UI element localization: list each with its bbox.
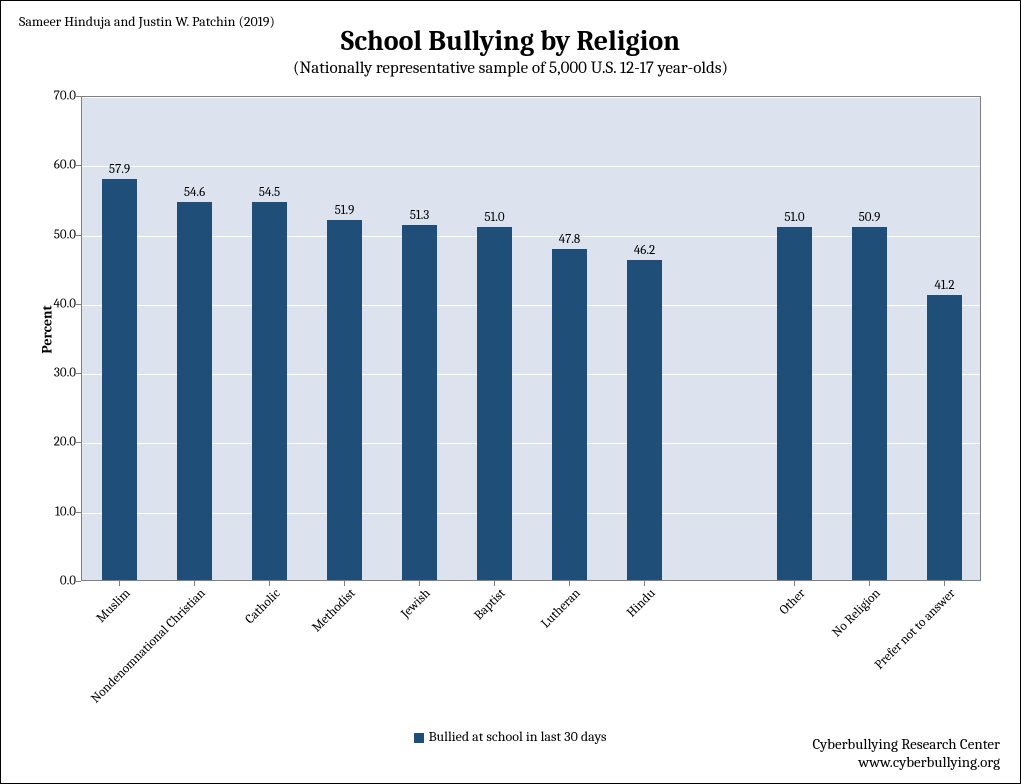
gridline (82, 513, 980, 514)
gridline (82, 97, 980, 98)
x-tickmark (869, 581, 870, 586)
bar (402, 225, 437, 580)
bar (327, 220, 362, 580)
bar (477, 227, 512, 580)
x-tick-label: Baptist (356, 586, 508, 738)
bar-value-label: 54.5 (259, 185, 280, 200)
bar-value-label: 51.0 (484, 210, 504, 225)
gridline (82, 166, 980, 167)
y-tick-label: 40.0 (41, 296, 76, 311)
bar-value-label: 57.9 (109, 162, 130, 177)
x-tick-label: Prefer not to answer (806, 586, 958, 738)
x-tick-label: Lutheran (431, 586, 583, 738)
bar (102, 179, 137, 580)
y-tick-label: 0.0 (41, 574, 76, 589)
x-tickmark (944, 581, 945, 586)
x-tick-label: No Religion (731, 586, 883, 738)
footer-url: www.cyberbullying.org (812, 753, 1000, 771)
legend-swatch (414, 733, 424, 743)
bar-value-label: 51.9 (335, 203, 355, 218)
x-tickmark (419, 581, 420, 586)
x-tickmark (794, 581, 795, 586)
y-tick-label: 50.0 (41, 227, 76, 242)
x-tickmark (644, 581, 645, 586)
y-tick-label: 30.0 (41, 366, 76, 381)
bar (777, 227, 812, 580)
x-tickmark (194, 581, 195, 586)
x-tick-label: Catholic (131, 586, 283, 738)
y-tickmark (76, 581, 81, 582)
x-tickmark (569, 581, 570, 586)
bar (852, 227, 887, 580)
bar-value-label: 50.9 (859, 210, 881, 225)
x-tickmark (269, 581, 270, 586)
x-tick-label: Nondenomnational Christian (56, 586, 208, 738)
footer-org: Cyberbullying Research Center (812, 735, 1000, 753)
gridline (82, 443, 980, 444)
bar-value-label: 47.8 (559, 232, 581, 247)
plot-area: 57.9 54.6 54.5 51.9 51.3 51.0 47.8 46.2 51.0 50.9… (81, 96, 981, 581)
x-tick-label: Other (656, 586, 808, 738)
bar-value-label: 54.6 (184, 185, 205, 200)
bar (927, 295, 962, 580)
x-tickmark (119, 581, 120, 586)
gridline (82, 236, 980, 237)
y-tickmark (76, 512, 81, 513)
y-tickmark (76, 235, 81, 236)
y-tickmark (76, 304, 81, 305)
x-tick-label: Jewish (281, 586, 433, 738)
bar (627, 260, 662, 580)
y-tickmark (76, 96, 81, 97)
y-tick-label: 60.0 (41, 158, 76, 173)
bar-value-label: 46.2 (634, 243, 655, 258)
footer: Cyberbullying Research Center www.cyberb… (812, 735, 1000, 771)
bar (252, 202, 287, 580)
y-tickmark (76, 442, 81, 443)
x-tick-label: Methodist (206, 586, 358, 738)
bar-value-label: 41.2 (935, 278, 955, 293)
bar (177, 202, 212, 580)
gridline (82, 305, 980, 306)
x-tick-label: Muslim (0, 586, 133, 738)
bar-value-label: 51.3 (410, 208, 430, 223)
y-tick-label: 20.0 (41, 435, 76, 450)
chart-subtitle: (Nationally representative sample of 5,0… (1, 59, 1020, 78)
x-tickmark (494, 581, 495, 586)
y-tick-label: 70.0 (41, 89, 76, 104)
chart-title: School Bullying by Religion (1, 25, 1020, 57)
bar (552, 249, 587, 580)
bar-value-label: 51.0 (784, 210, 804, 225)
x-tickmark (344, 581, 345, 586)
x-tick-label: Hindu (506, 586, 658, 738)
y-tickmark (76, 165, 81, 166)
y-tick-label: 10.0 (41, 504, 76, 519)
y-tickmark (76, 373, 81, 374)
y-axis-label: Percent (39, 305, 56, 353)
gridline (82, 374, 980, 375)
